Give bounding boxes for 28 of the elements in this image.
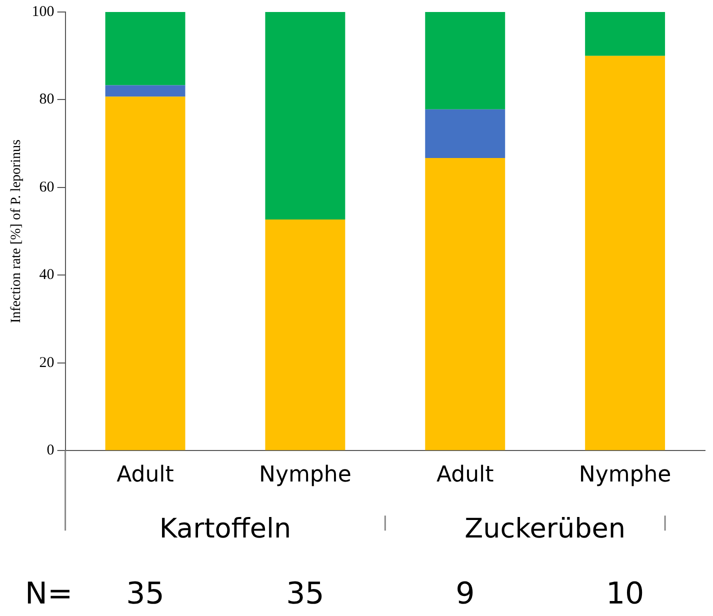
x-tick-label: Nymphe [259, 462, 352, 488]
text: N= [25, 576, 73, 612]
text: Kartoffeln [159, 514, 292, 545]
bar [425, 109, 506, 158]
y-tick-label: 80 [39, 92, 54, 108]
x-tick-label: Adult [436, 462, 494, 488]
y-tick-label: 0 [46, 442, 54, 459]
bar [105, 96, 186, 450]
y-tick-label: 40 [39, 267, 54, 284]
bar [585, 12, 666, 56]
text: 35 [286, 576, 324, 612]
y-tick-label: 60 [39, 179, 54, 196]
y-tick-label: 100 [32, 4, 54, 20]
x-tick-label: Nymphe [578, 462, 672, 488]
bar [265, 12, 346, 220]
y-axis-title: Infection rate [%] of P. leporinus [9, 140, 24, 324]
text: Zuckerüben [464, 514, 626, 545]
bar [105, 12, 186, 86]
text: 35 [126, 576, 164, 612]
bar [265, 219, 346, 450]
bar [585, 56, 666, 450]
y-tick-label: 20 [39, 354, 54, 371]
bar [105, 85, 186, 97]
bar [425, 158, 506, 450]
x-tick-label: Adult [116, 462, 174, 488]
text: 10 [606, 576, 644, 612]
bar [425, 12, 506, 110]
text: 9 [456, 576, 475, 612]
